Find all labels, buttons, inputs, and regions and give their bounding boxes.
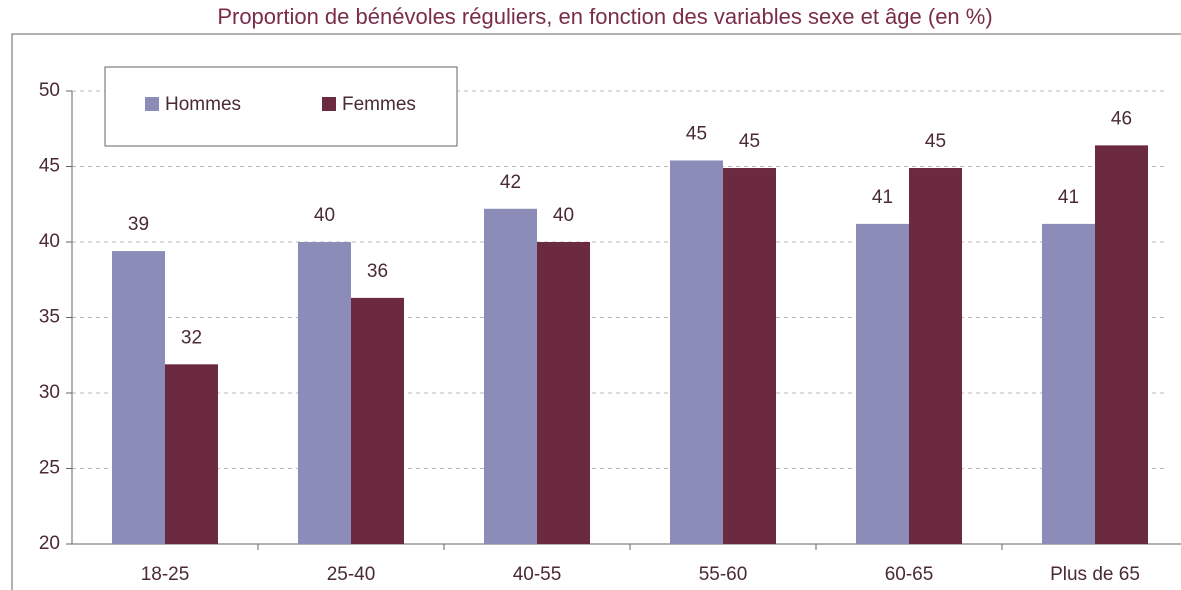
value-label: 41 [1058,187,1079,208]
value-label: 40 [314,205,335,226]
y-tick-label: 50 [39,80,60,101]
value-label: 46 [1111,108,1132,129]
value-label: 32 [181,327,202,348]
bar [298,242,351,544]
y-tick-label: 45 [39,156,60,177]
y-tick-label: 40 [39,231,60,252]
y-tick-label: 35 [39,307,60,328]
value-label: 41 [872,187,893,208]
legend-swatch [145,97,159,111]
legend-label: Hommes [165,94,241,115]
bar [112,251,165,544]
x-tick-label: 55-60 [699,564,748,585]
legend-label: Femmes [342,94,416,115]
x-tick-label: Plus de 65 [1050,564,1140,585]
bar [351,297,404,544]
y-tick-label: 20 [39,533,60,554]
value-label: 39 [128,214,149,235]
legend-swatch [322,97,336,111]
value-label: 42 [500,172,521,193]
value-label: 45 [739,131,760,152]
chart-title: Proportion de bénévoles réguliers, en fo… [217,4,992,29]
value-label: 45 [686,123,707,144]
x-tick-label: 18-25 [141,564,190,585]
bar [1042,223,1095,544]
value-label: 36 [367,261,388,282]
bar [909,168,962,544]
x-tick-label: 40-55 [513,564,562,585]
value-label: 40 [553,205,574,226]
y-tick-label: 25 [39,458,60,479]
bar [670,160,723,544]
legend-box [104,66,458,147]
value-label: 45 [925,131,946,152]
bar [484,208,537,544]
x-tick-label: 60-65 [885,564,934,585]
bar [723,168,776,544]
y-tick-label: 30 [39,382,60,403]
bar [165,364,218,544]
bar [856,223,909,544]
bar [537,242,590,544]
x-tick-label: 25-40 [327,564,376,585]
chart-frame [11,33,1181,590]
bar [1095,145,1148,545]
